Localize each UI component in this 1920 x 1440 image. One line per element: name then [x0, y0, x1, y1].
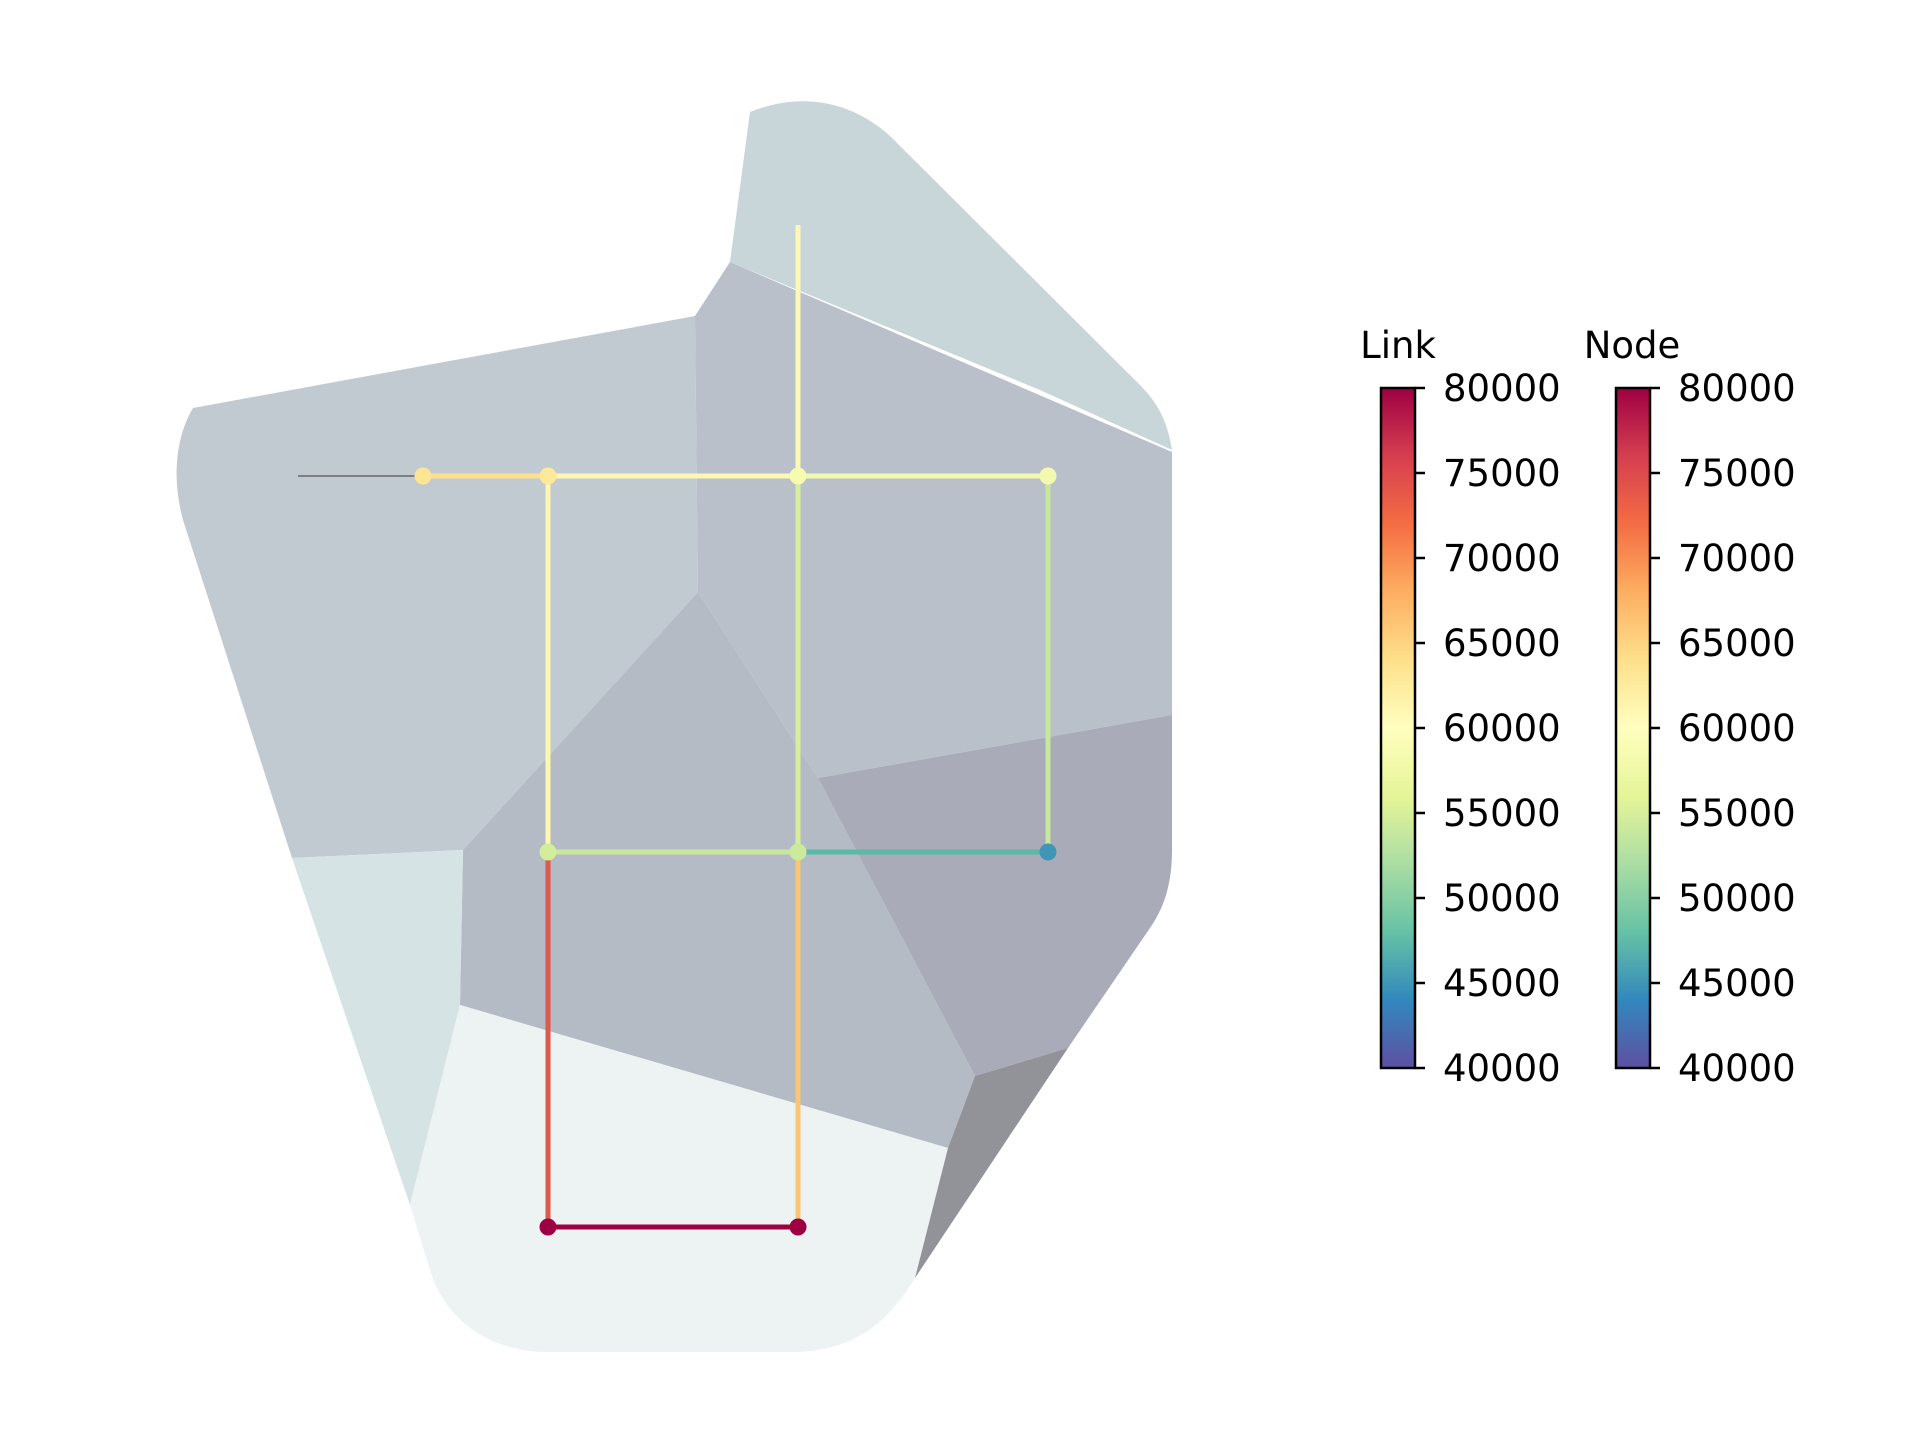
- links-layer: [423, 225, 1051, 1230]
- node-n3: [789, 467, 807, 485]
- node-n4: [1039, 467, 1057, 485]
- colorbar-node-gradient: [1614, 386, 1652, 1070]
- colorbar-link-tick-label: 60000: [1443, 707, 1561, 750]
- colorbar-link-gradient: [1379, 386, 1417, 1070]
- node-n1: [414, 467, 432, 485]
- region-right: [818, 715, 1172, 1076]
- colorbar-node-ticks: [1650, 386, 1660, 1070]
- region-lower-left: [292, 850, 463, 1205]
- colorbar-node-tick-label: 80000: [1678, 367, 1796, 410]
- colorbar-link-tick-label: 80000: [1443, 367, 1561, 410]
- colorbar-link-tick-label: 50000: [1443, 877, 1561, 920]
- colorbar-node-tick-label: 65000: [1678, 622, 1796, 665]
- colorbar-node-tick-label: 60000: [1678, 707, 1796, 750]
- colorbar-link-tick-label: 65000: [1443, 622, 1561, 665]
- colorbar-node-tick-label: 75000: [1678, 452, 1796, 495]
- colorbar-link-tick-label: 75000: [1443, 452, 1561, 495]
- node-n7: [1039, 843, 1057, 861]
- node-n5: [539, 843, 557, 861]
- colorbar-link: Link 80000 75000 70000 65000 60000 55000…: [1360, 324, 1561, 1090]
- colorbar-link-tick-labels: 80000 75000 70000 65000 60000 55000 5000…: [1443, 367, 1561, 1090]
- colorbar-node-tick-label: 50000: [1678, 877, 1796, 920]
- region-upper-center: [695, 262, 1172, 778]
- colorbar-link-tick-label: 40000: [1443, 1047, 1561, 1090]
- region-upper-left: [176, 316, 698, 858]
- colorbar-node-tick-label: 70000: [1678, 537, 1796, 580]
- node-n2: [539, 467, 557, 485]
- region-top-right: [730, 101, 1172, 451]
- colorbar-link-tick-label: 55000: [1443, 792, 1561, 835]
- regions-layer: [176, 101, 1172, 1352]
- region-bottom-right: [915, 1048, 1068, 1278]
- colorbar-node-tick-labels: 80000 75000 70000 65000 60000 55000 5000…: [1678, 367, 1796, 1090]
- colorbar-node-tick-label: 55000: [1678, 792, 1796, 835]
- region-center: [460, 592, 975, 1148]
- colorbar-link-title: Link: [1360, 324, 1436, 367]
- colorbar-node-tick-label: 40000: [1678, 1047, 1796, 1090]
- colorbar-link-ticks: [1415, 386, 1425, 1070]
- node-n9: [789, 1218, 807, 1236]
- node-n6: [789, 843, 807, 861]
- colorbar-link-tick-label: 45000: [1443, 962, 1561, 1005]
- region-bottom: [410, 1005, 948, 1352]
- nodes-layer: [414, 467, 1057, 1236]
- colorbar-node: Node 80000 75000 70000 65000 60000 55000…: [1584, 324, 1796, 1090]
- colorbar-link-tick-label: 70000: [1443, 537, 1561, 580]
- colorbar-node-tick-label: 45000: [1678, 962, 1796, 1005]
- colorbar-node-title: Node: [1584, 324, 1681, 367]
- node-n8: [539, 1218, 557, 1236]
